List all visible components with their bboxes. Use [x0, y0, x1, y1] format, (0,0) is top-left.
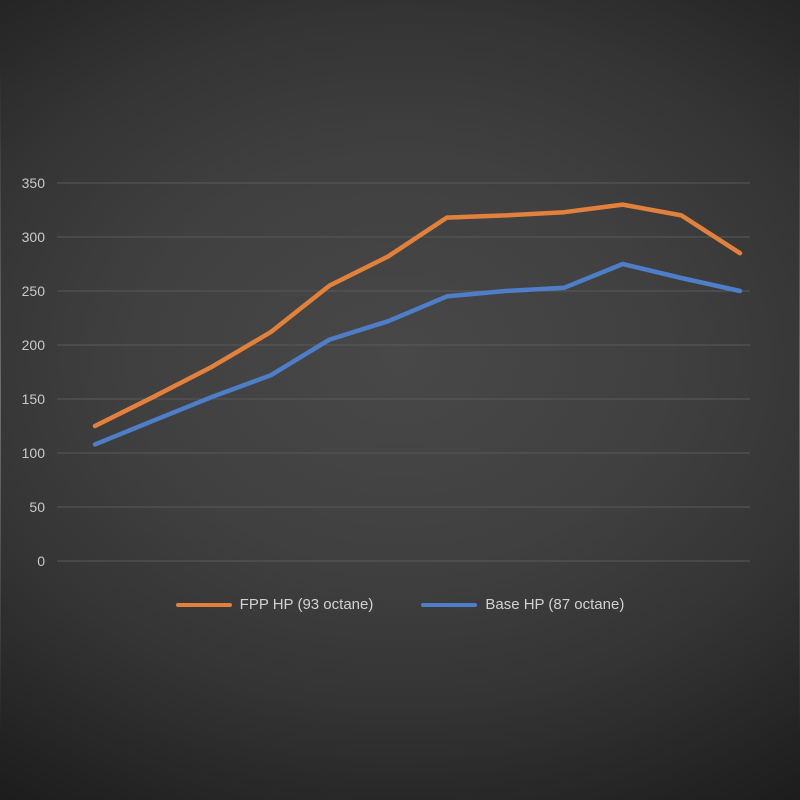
y-tick-label: 200 — [22, 337, 46, 353]
legend-line-fpp-icon — [175, 602, 232, 607]
y-tick-label: 250 — [22, 283, 46, 299]
legend-line-base-icon — [421, 602, 478, 607]
chart-legend: FPP HP (93 octane) Base HP (87 octane) — [0, 596, 800, 613]
legend-label-fpp: FPP HP (93 octane) — [239, 596, 374, 613]
legend-item-fpp: FPP HP (93 octane) — [175, 596, 374, 613]
y-tick-label: 300 — [22, 229, 46, 245]
legend-label-base: Base HP (87 octane) — [485, 596, 625, 613]
y-tick-label: 50 — [29, 499, 45, 515]
series-line-0 — [92, 202, 743, 429]
y-tick-label: 0 — [37, 553, 45, 569]
series-line-1 — [92, 261, 743, 447]
y-tick-label: 150 — [22, 391, 46, 407]
legend-item-base: Base HP (87 octane) — [421, 596, 624, 613]
y-tick-label: 350 — [22, 175, 46, 191]
y-tick-label: 100 — [22, 445, 46, 461]
